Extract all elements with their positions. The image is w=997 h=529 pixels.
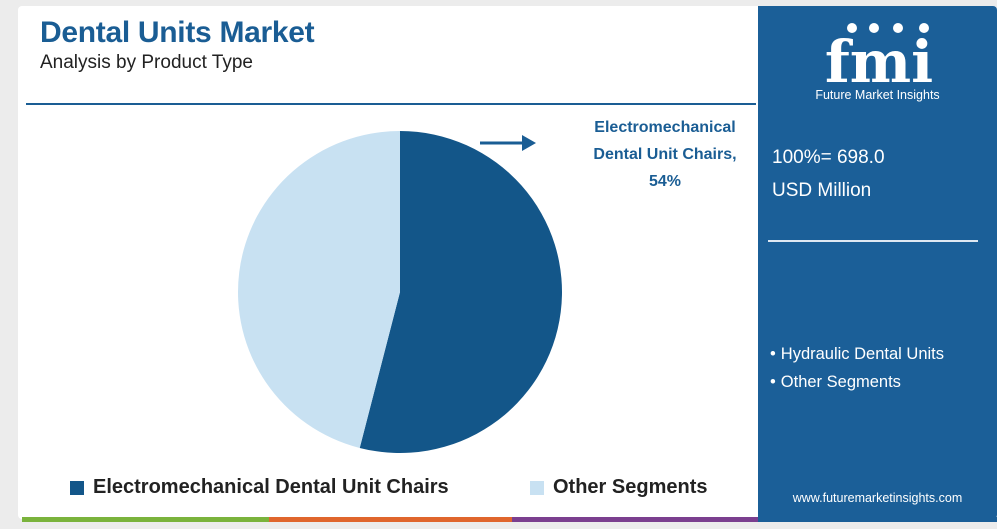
pie-chart: [237, 130, 562, 454]
sidebar-divider: [768, 240, 978, 242]
website-url: www.futuremarketinsights.com: [792, 491, 963, 505]
legend-swatch: [70, 480, 84, 495]
legend-label: Electromechanical Dental Unit Chairs: [93, 476, 449, 498]
accent-bar-blue: [758, 517, 997, 522]
callout-line-3: 54%: [648, 173, 682, 190]
chart-title: Dental Units Market: [40, 16, 315, 49]
callout-line-2: Dental Unit Chairs,: [593, 146, 737, 163]
market-total-value: 100%= 698.0: [772, 147, 885, 168]
accent-bar-purple: [512, 517, 758, 522]
pie-slice-electromechanical: [359, 131, 562, 454]
slice-callout: Electromechanical Dental Unit Chairs, 54…: [562, 114, 768, 195]
accent-bar-orange: [269, 517, 512, 522]
legend-item-electromechanical: Electromechanical Dental Unit Chairs: [70, 476, 449, 499]
accent-bar-green: [22, 517, 269, 522]
legend-swatch: [530, 480, 544, 495]
market-total-unit: USD Million: [772, 180, 872, 201]
chart-card: Dental Units Market Analysis by Product …: [18, 6, 997, 519]
market-total: 100%= 698.0 USD Million: [772, 141, 885, 207]
list-item: Other Segments: [770, 368, 944, 396]
list-item: Hydraulic Dental Units: [770, 340, 944, 368]
chart-subtitle: Analysis by Product Type: [40, 52, 253, 73]
title-divider: [26, 103, 756, 105]
arrow-right-icon: [480, 135, 536, 151]
info-sidebar: fmi Future Market Insights 100%= 698.0 U…: [758, 6, 997, 519]
legend-item-other-segments: Other Segments: [530, 476, 707, 499]
callout-line-1: Electromechanical: [594, 119, 736, 136]
logo-text: fmi: [825, 28, 933, 90]
logo-caption: Future Market Insights: [815, 88, 940, 102]
pie-slice-other-segments: [237, 130, 400, 448]
fmi-logo: fmi: [825, 23, 933, 90]
legend-label: Other Segments: [553, 476, 708, 498]
other-segments-list: Hydraulic Dental Units Other Segments: [770, 340, 944, 396]
